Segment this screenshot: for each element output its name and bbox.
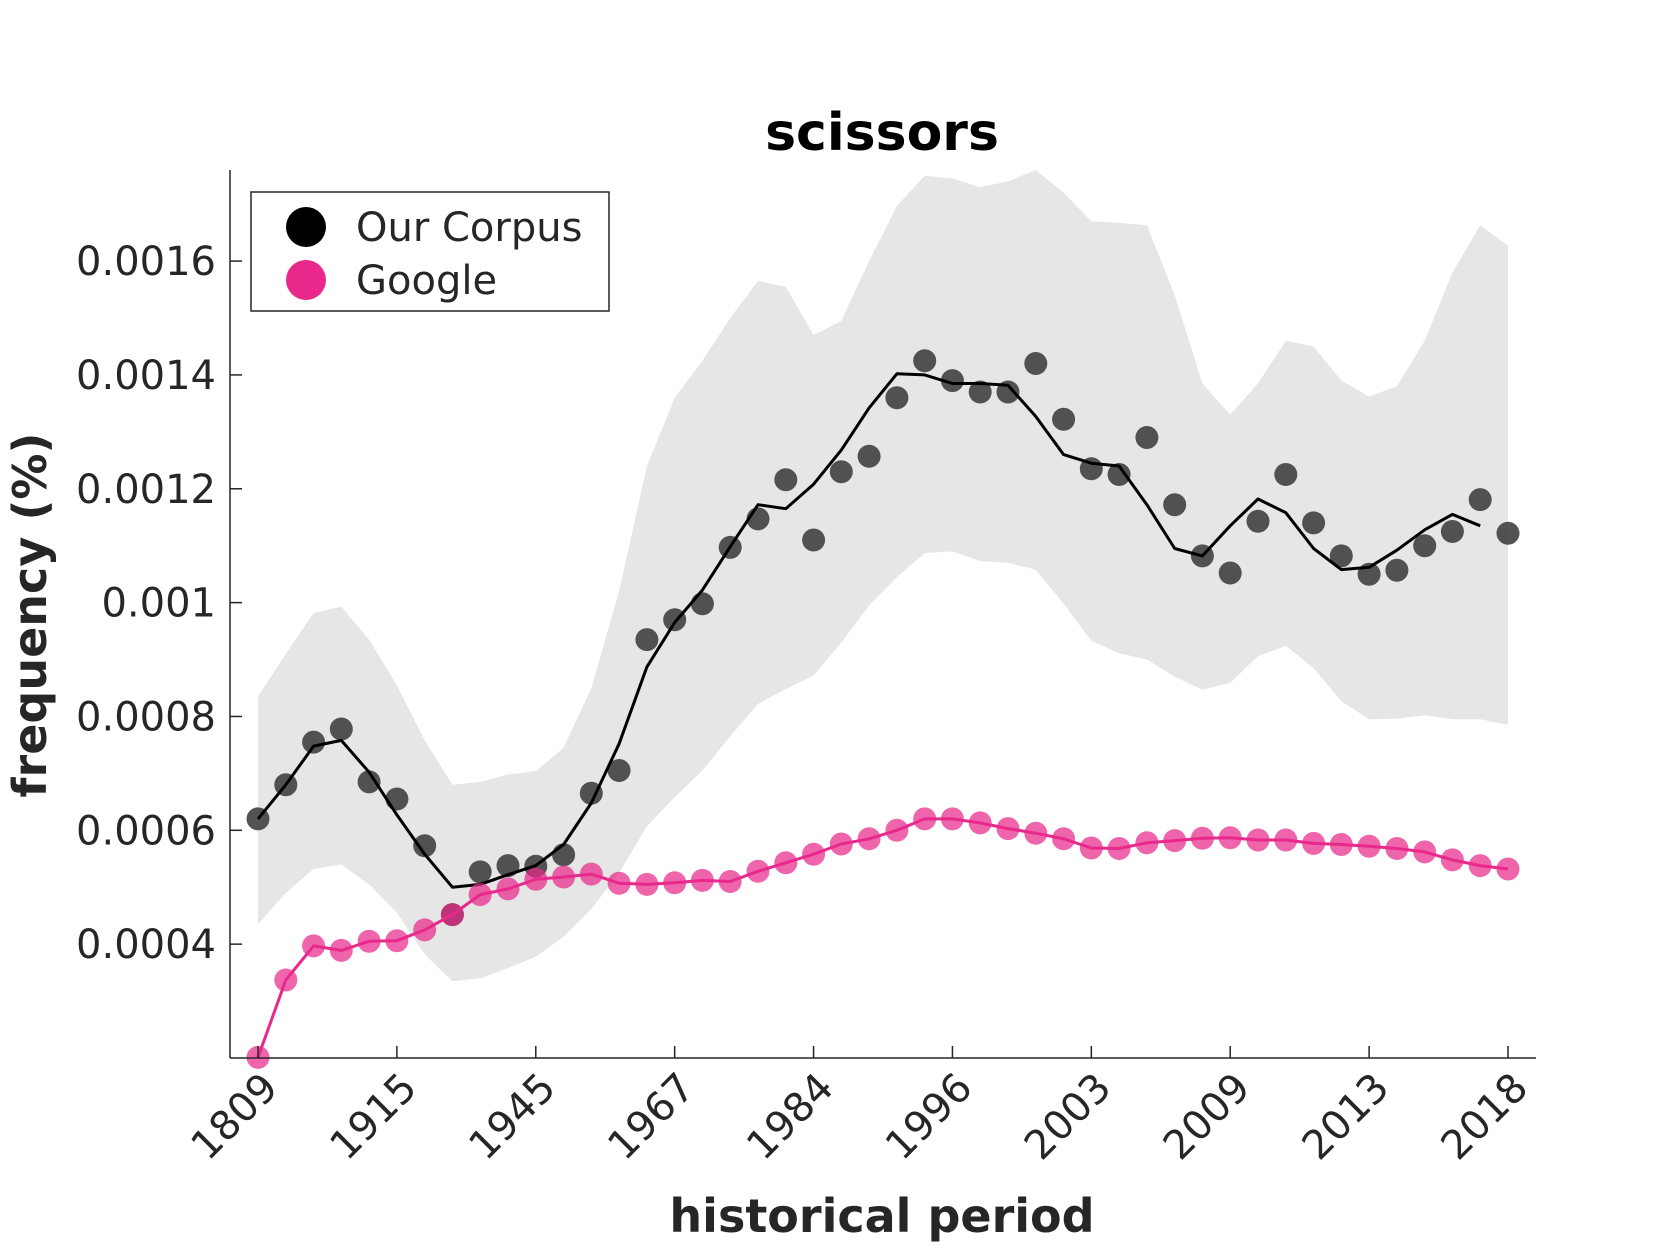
series-line	[256, 817, 1509, 1058]
x-axis-label: historical period	[669, 1189, 1094, 1243]
confidence-band-layer	[258, 170, 1508, 982]
x-tick-label: 1915	[321, 1065, 426, 1170]
data-point	[1246, 509, 1270, 533]
x-tick-label: 1996	[877, 1065, 982, 1170]
series-google	[246, 807, 1520, 1069]
data-point	[1135, 426, 1159, 449]
x-tick-label: 2013	[1294, 1065, 1399, 1170]
x-tick-label: 1984	[738, 1065, 843, 1170]
data-point	[1274, 463, 1298, 486]
data-point	[829, 460, 853, 484]
x-tick-label: 2009	[1155, 1065, 1260, 1170]
x-tick-label: 1967	[599, 1065, 704, 1170]
data-point	[940, 369, 964, 393]
data-point	[802, 528, 826, 552]
series-layer	[246, 349, 1520, 1069]
data-point	[385, 787, 409, 811]
data-point	[635, 628, 659, 652]
series-our-corpus	[246, 349, 1520, 927]
data-point	[1329, 544, 1353, 568]
data-point	[1163, 493, 1187, 517]
data-point	[552, 843, 576, 867]
chart-title: scissors	[765, 103, 999, 163]
legend-label: Google	[356, 258, 497, 304]
data-point	[1385, 558, 1409, 582]
data-point	[690, 592, 714, 616]
y-tick-label: 0.0008	[76, 694, 216, 740]
data-point	[1107, 463, 1131, 486]
data-point	[413, 834, 437, 858]
data-point	[968, 380, 992, 404]
data-point	[1052, 407, 1076, 431]
legend-label: Our Corpus	[356, 205, 582, 251]
data-point	[1218, 561, 1242, 585]
data-point	[885, 386, 909, 410]
data-point	[607, 759, 631, 782]
legend-marker	[286, 260, 326, 300]
data-point	[774, 468, 798, 492]
x-tick-label: 1945	[460, 1065, 565, 1170]
data-point	[357, 770, 381, 794]
data-point	[302, 730, 326, 754]
confidence-band	[258, 170, 1508, 982]
data-point	[468, 860, 492, 884]
y-tick-label: 0.0004	[76, 922, 216, 968]
y-tick-label: 0.0014	[76, 353, 216, 399]
y-tick-label: 0.001	[101, 581, 216, 627]
data-point	[857, 444, 881, 468]
series-line	[256, 372, 1481, 889]
legend: Our Corpus Google	[250, 191, 610, 312]
data-point	[329, 717, 353, 741]
x-tick-label: 2003	[1016, 1065, 1121, 1170]
data-point	[913, 349, 937, 373]
y-tick-label: 0.0006	[76, 808, 216, 854]
legend-marker	[286, 207, 326, 247]
x-tick-label: 2018	[1433, 1065, 1538, 1170]
y-tick-label: 0.0012	[76, 467, 216, 513]
x-tick-label: 1809	[183, 1065, 288, 1170]
y-tick-label: 0.0016	[76, 239, 216, 285]
y-axis-label: frequency (%)	[3, 433, 57, 798]
data-point	[1024, 352, 1048, 375]
data-point	[1413, 534, 1437, 558]
data-point	[1302, 511, 1326, 535]
data-point	[1496, 521, 1520, 545]
data-point	[1468, 488, 1492, 512]
data-point	[1440, 520, 1464, 543]
